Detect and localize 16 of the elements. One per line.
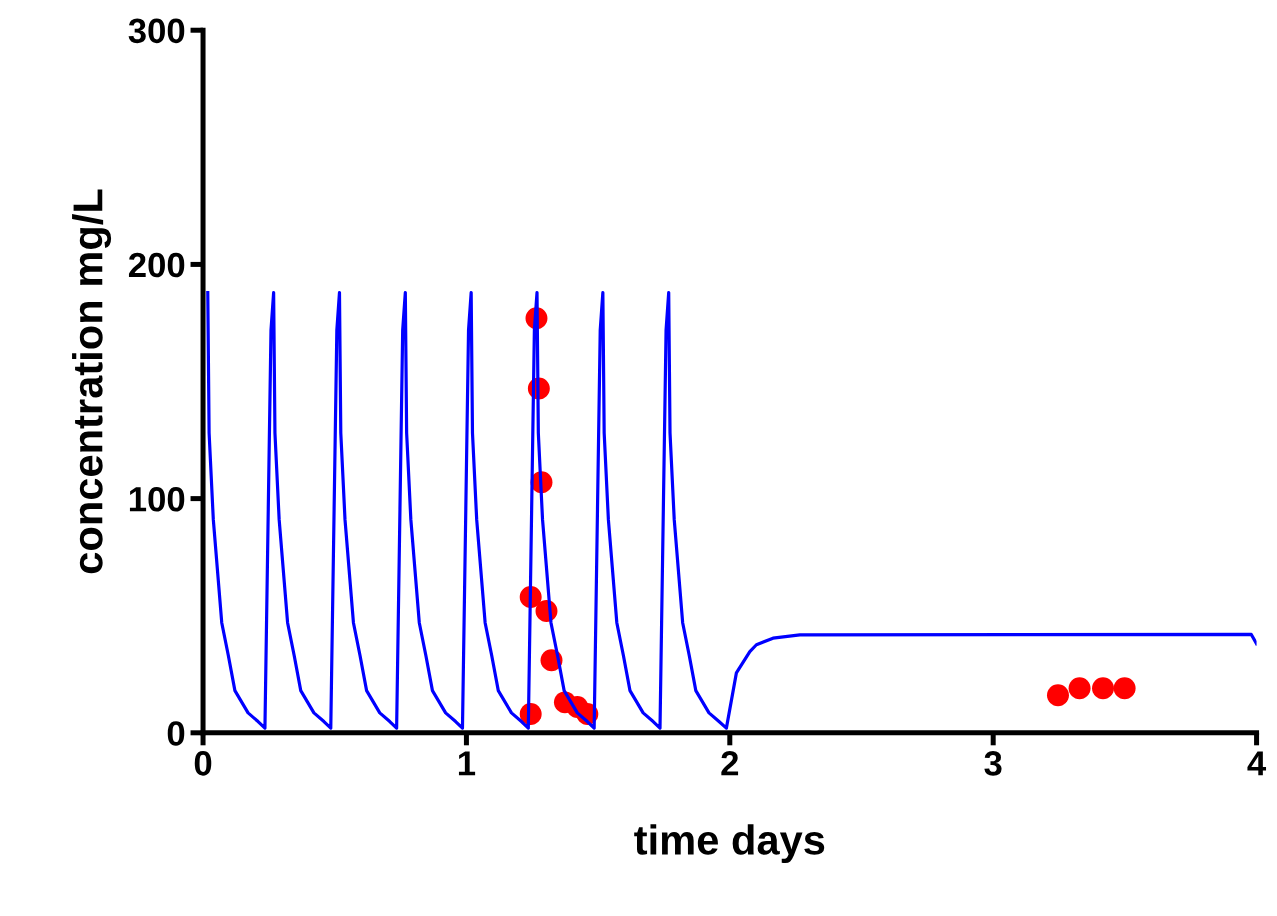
y-tick-label: 300 [128,18,185,44]
x-tick-label: 1 [458,751,476,776]
y-axis-title: concentration mg/L [72,189,112,574]
x-tick-label: 3 [984,751,1002,776]
y-tick-label: 100 [129,486,185,512]
point [1047,684,1069,707]
point [1113,677,1136,700]
line-series [206,290,1257,730]
point [1092,677,1114,700]
x-tick-label: 2 [721,751,739,776]
y-tick-label: 0 [167,721,185,746]
x-tick-label: 4 [1247,751,1267,776]
point [1068,677,1091,700]
x-axis-title: time days [634,824,825,864]
y-tick-label: 200 [128,252,185,278]
x-tick-label: 0 [194,751,212,776]
